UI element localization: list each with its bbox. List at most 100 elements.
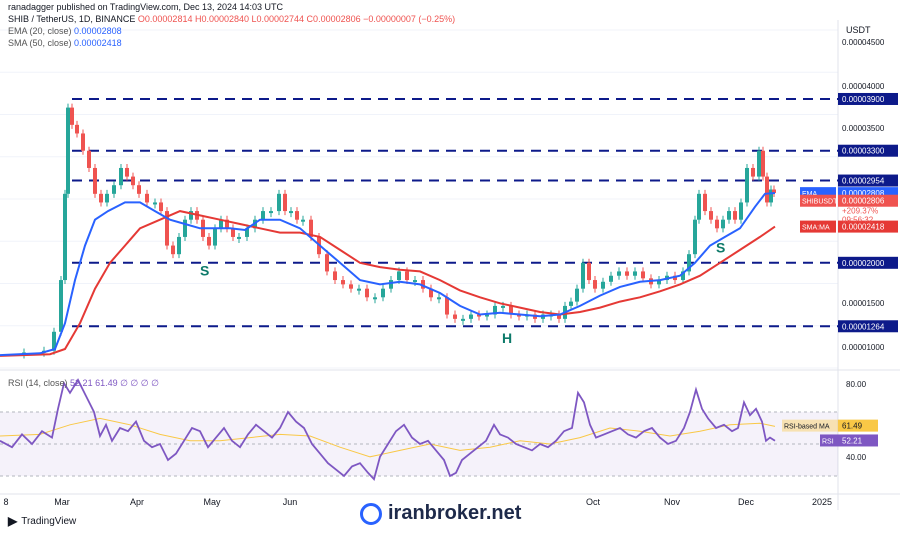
candle-body: [357, 288, 361, 291]
rsi-ma-name: RSI-based MA: [784, 424, 830, 431]
candle-body: [693, 219, 697, 255]
level-label: 0.00002000: [842, 259, 885, 268]
candle-body: [112, 185, 116, 194]
candle-body: [477, 314, 481, 317]
candle-body: [99, 193, 103, 203]
rsi-name: RSI: [822, 438, 834, 445]
price-info-label: +209.37%: [842, 207, 878, 216]
candle-body: [727, 211, 731, 220]
candle-body: [159, 202, 163, 212]
candle-body: [119, 167, 123, 186]
candle-body: [381, 288, 385, 298]
time-tick-label: Nov: [664, 497, 681, 507]
price-info-label: 09:56:32: [842, 216, 874, 225]
rsi-tick-label: 80.00: [846, 380, 867, 389]
rsi-ma-name-bg: [782, 419, 838, 432]
rsi-ma-value-bg: [838, 419, 878, 432]
time-tick-label: 8: [3, 497, 8, 507]
candle-body: [87, 150, 91, 168]
ema-legend[interactable]: EMA (20, close) 0.00002808: [8, 26, 122, 36]
candle-body: [687, 254, 691, 272]
rsi-name-bg: [820, 434, 838, 447]
rsi-ma-value: 61.49: [842, 422, 863, 431]
candle-body: [769, 189, 773, 203]
level-tag: [838, 174, 898, 187]
candle-body: [509, 305, 513, 315]
level-label: 0.00002954: [842, 177, 885, 186]
rsi-value-bg: [838, 434, 878, 447]
ema-line: [0, 192, 776, 357]
level-tag: [838, 144, 898, 157]
candle-body: [207, 236, 211, 246]
candle-body: [153, 202, 157, 205]
candle-body: [405, 271, 409, 281]
author-text: ranadagger published on TradingView.com,…: [8, 2, 284, 12]
level-label: 0.00001264: [842, 322, 885, 331]
candle-body: [575, 288, 579, 302]
candle-body: [485, 314, 489, 317]
candle-body: [413, 280, 417, 283]
candle-body: [493, 305, 497, 315]
candle-body: [453, 314, 457, 319]
level-tag: [838, 256, 898, 269]
candle-body: [461, 318, 465, 321]
candle-body: [673, 275, 677, 281]
candle-body: [177, 236, 181, 255]
candle-body: [277, 193, 281, 212]
candle-body: [81, 133, 85, 151]
level-label: 0.00003300: [842, 147, 885, 156]
candle-body: [733, 211, 737, 220]
candle-body: [715, 219, 719, 229]
candle-body: [625, 271, 629, 276]
sma-legend[interactable]: SMA (50, close) 0.00002418: [8, 38, 122, 48]
candle-body: [131, 176, 135, 186]
candle-body: [429, 288, 433, 298]
candle-body: [333, 271, 337, 281]
candle-body: [569, 301, 573, 306]
candle-body: [601, 281, 605, 289]
candle-body: [219, 219, 223, 229]
price-tag-name-bg: [800, 194, 836, 207]
candle-body: [751, 167, 755, 177]
candle-body: [445, 297, 449, 315]
candle-body: [189, 211, 193, 220]
rsi-ma-line: [0, 417, 776, 458]
candle-body: [721, 219, 725, 229]
symbol-label[interactable]: SHIB / TetherUS, 1D, BINANCE: [8, 14, 136, 24]
candle-body: [397, 271, 401, 281]
rsi-value: 52.21: [842, 436, 863, 445]
candle-body: [557, 314, 561, 319]
sma-line: [0, 210, 776, 357]
pattern-label: S: [200, 263, 209, 279]
price-tick-label: 0.00003500: [842, 124, 885, 133]
candle-body: [341, 280, 345, 285]
candle-body: [171, 245, 175, 255]
candle-body: [709, 211, 713, 220]
candle-body: [437, 297, 441, 300]
price-tag-value-bg: [838, 220, 898, 233]
candle-body: [261, 211, 265, 220]
candle-body: [593, 280, 597, 289]
candle-body: [66, 107, 70, 194]
candle-body: [772, 189, 776, 193]
rsi-legend[interactable]: RSI (14, close) 52.21 61.49 ∅ ∅ ∅ ∅: [8, 378, 159, 388]
time-tick-label: Apr: [130, 497, 144, 507]
tradingview-logo[interactable]: ▶ TradingView: [8, 514, 77, 528]
candle-body: [59, 280, 63, 332]
author-line: ranadagger published on TradingView.com,…: [8, 2, 283, 12]
candle-body: [325, 254, 329, 272]
candle-body: [349, 284, 353, 289]
candle-body: [70, 107, 74, 125]
price-tick-label: 0.00001500: [842, 299, 885, 308]
candle-body: [469, 314, 473, 319]
candle-body: [757, 150, 761, 177]
pattern-label: H: [502, 330, 512, 346]
currency-label: USDT: [846, 25, 871, 35]
time-tick-label: Dec: [738, 497, 755, 507]
watermark: iranbroker.net: [360, 502, 521, 525]
pattern-label: S: [716, 239, 725, 255]
ohlc-values: O0.00002814 H0.00002840 L0.00002744 C0.0…: [137, 14, 456, 24]
candle-body: [309, 219, 313, 237]
level-tag: [838, 92, 898, 105]
